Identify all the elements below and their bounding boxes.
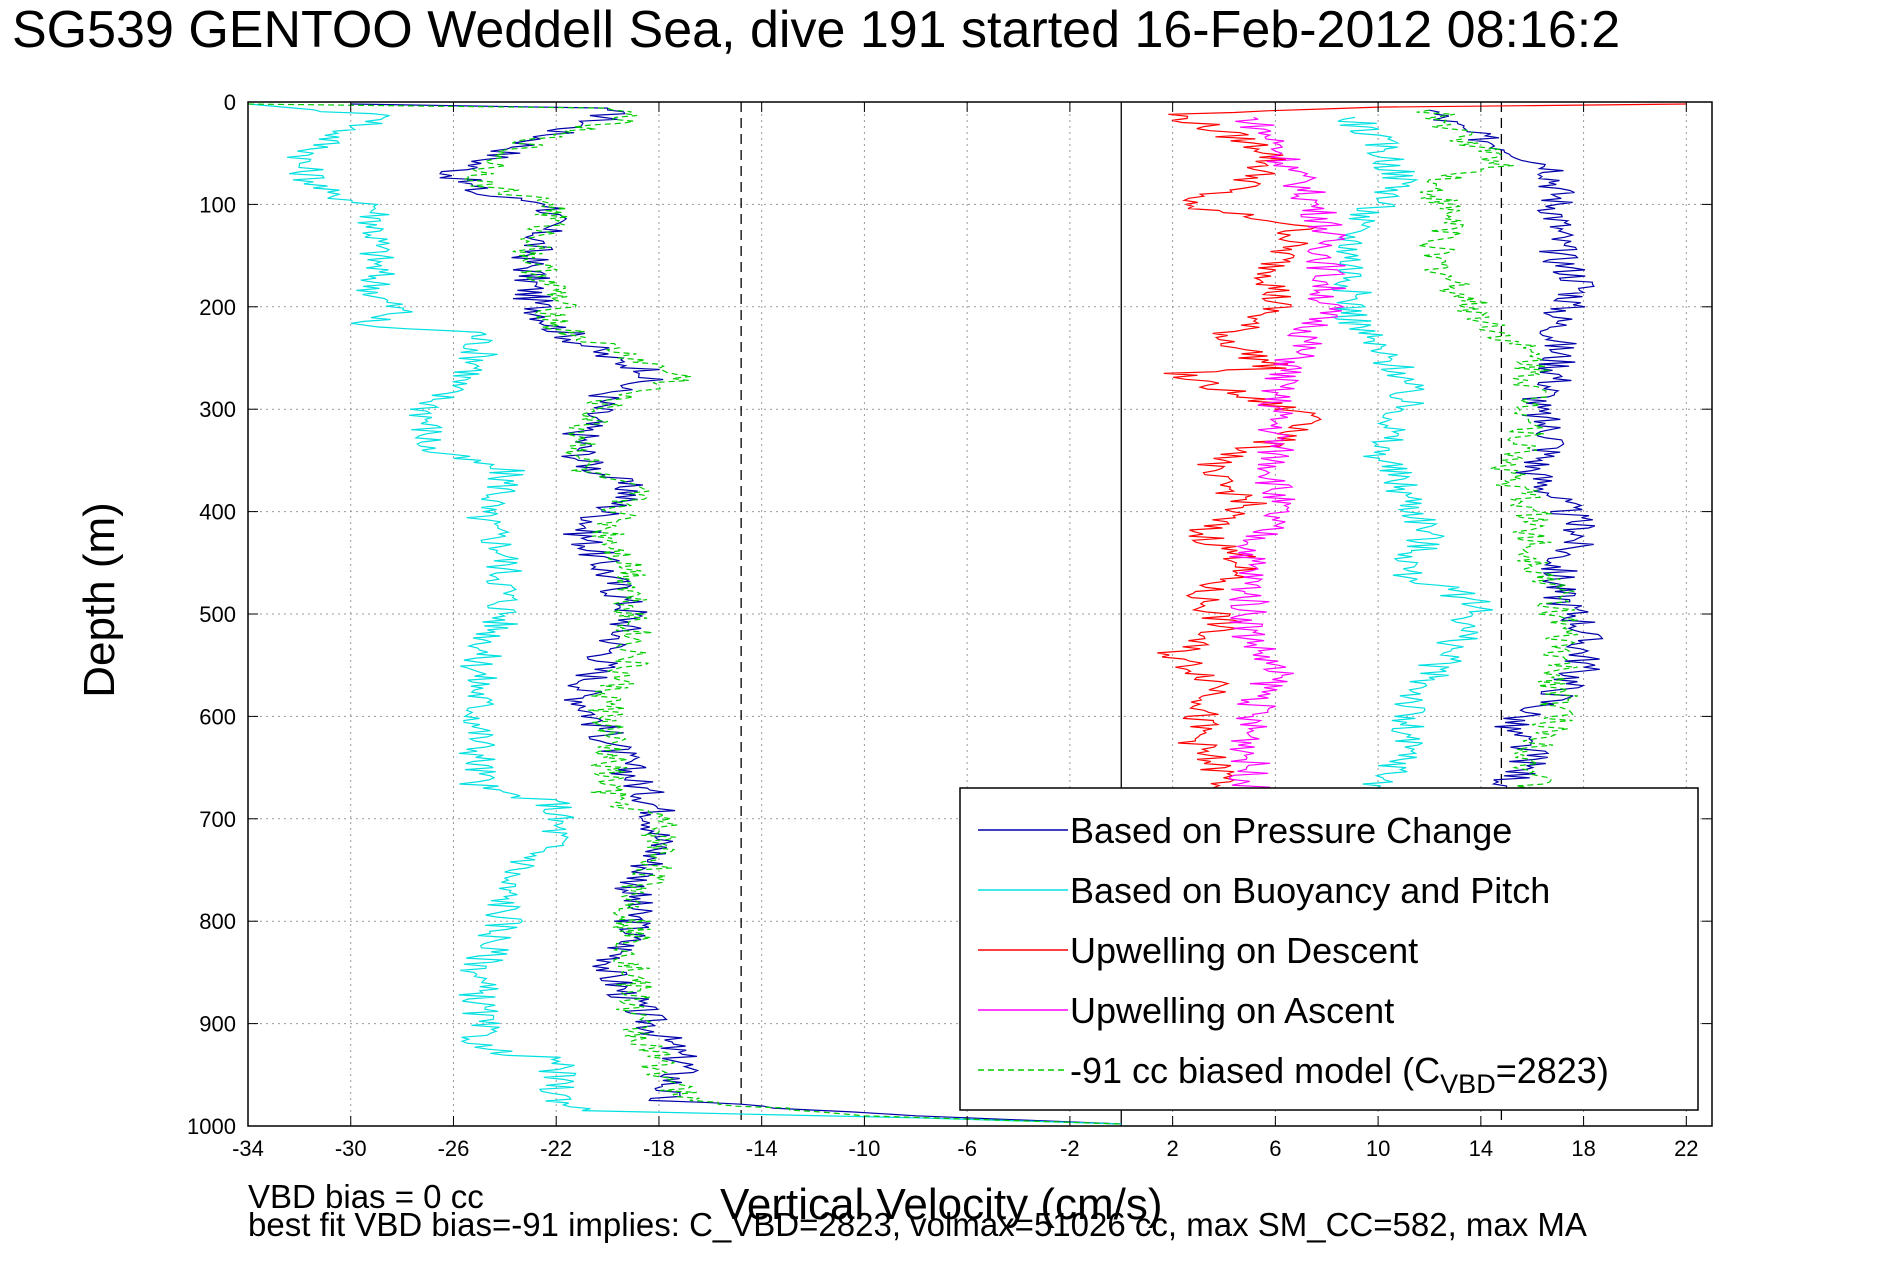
- legend-label: Based on Buoyancy and Pitch: [1070, 870, 1550, 911]
- x-tick-label: -34: [232, 1136, 264, 1161]
- y-tick-label: 1000: [187, 1114, 236, 1139]
- legend-label: -91 cc biased model (CVBD=2823): [1070, 1050, 1609, 1099]
- legend-label: Based on Pressure Change: [1070, 810, 1512, 851]
- x-tick-label: -14: [746, 1136, 778, 1161]
- legend-label: Upwelling on Descent: [1070, 930, 1418, 971]
- x-tick-label: -2: [1060, 1136, 1080, 1161]
- x-tick-label: 22: [1674, 1136, 1698, 1161]
- series-line: [1330, 116, 1493, 789]
- y-tick-label: 700: [199, 807, 236, 832]
- series-line: [1429, 109, 1604, 789]
- series-line: [1228, 116, 1347, 794]
- series-line: [1416, 109, 1579, 789]
- x-tick-label: 14: [1469, 1136, 1493, 1161]
- ticks: -34 -30 -26 -22 -18 -14 -10 -6 -2 2 6 10 14 18 2201002…: [187, 90, 1712, 1161]
- legend-box: [959, 787, 1699, 1111]
- series-line: [247, 103, 1122, 1125]
- x-tick-label: -6: [957, 1136, 977, 1161]
- x-tick-label: 6: [1269, 1136, 1281, 1161]
- x-tick-label: 10: [1366, 1136, 1390, 1161]
- x-axis-label: Vertical Velocity (cm/s): [720, 1180, 1163, 1229]
- x-tick-label: -18: [643, 1136, 675, 1161]
- y-tick-label: 100: [199, 192, 236, 217]
- series-layer: [247, 103, 1687, 1125]
- y-tick-label: 800: [199, 909, 236, 934]
- footer-line-1: VBD bias = 0 cc: [248, 1178, 484, 1215]
- chart-title: SG539 GENTOO Weddell Sea, dive 191 start…: [12, 1, 1621, 59]
- series-line: [350, 103, 1122, 1125]
- x-tick-label: -22: [540, 1136, 572, 1161]
- series-line: [247, 103, 1122, 1125]
- y-axis-label: Depth (m): [75, 502, 124, 698]
- series-line: [1157, 103, 1687, 794]
- y-tick-label: 900: [199, 1012, 236, 1037]
- y-tick-label: 600: [199, 704, 236, 729]
- y-tick-label: 0: [224, 90, 236, 115]
- y-tick-label: 500: [199, 602, 236, 627]
- y-tick-label: 300: [199, 397, 236, 422]
- y-tick-label: 400: [199, 500, 236, 525]
- x-tick-label: -10: [849, 1136, 881, 1161]
- x-tick-label: 2: [1167, 1136, 1179, 1161]
- y-tick-label: 200: [199, 295, 236, 320]
- footer-line-2: best fit VBD bias=-91 implies: C_VBD=282…: [248, 1206, 1587, 1243]
- legend: Based on Pressure Change Based on Buoyanc…: [959, 787, 1699, 1111]
- x-tick-label: -30: [335, 1136, 367, 1161]
- x-tick-label: 18: [1571, 1136, 1595, 1161]
- x-tick-label: -26: [438, 1136, 470, 1161]
- legend-label: Upwelling on Ascent: [1070, 990, 1394, 1031]
